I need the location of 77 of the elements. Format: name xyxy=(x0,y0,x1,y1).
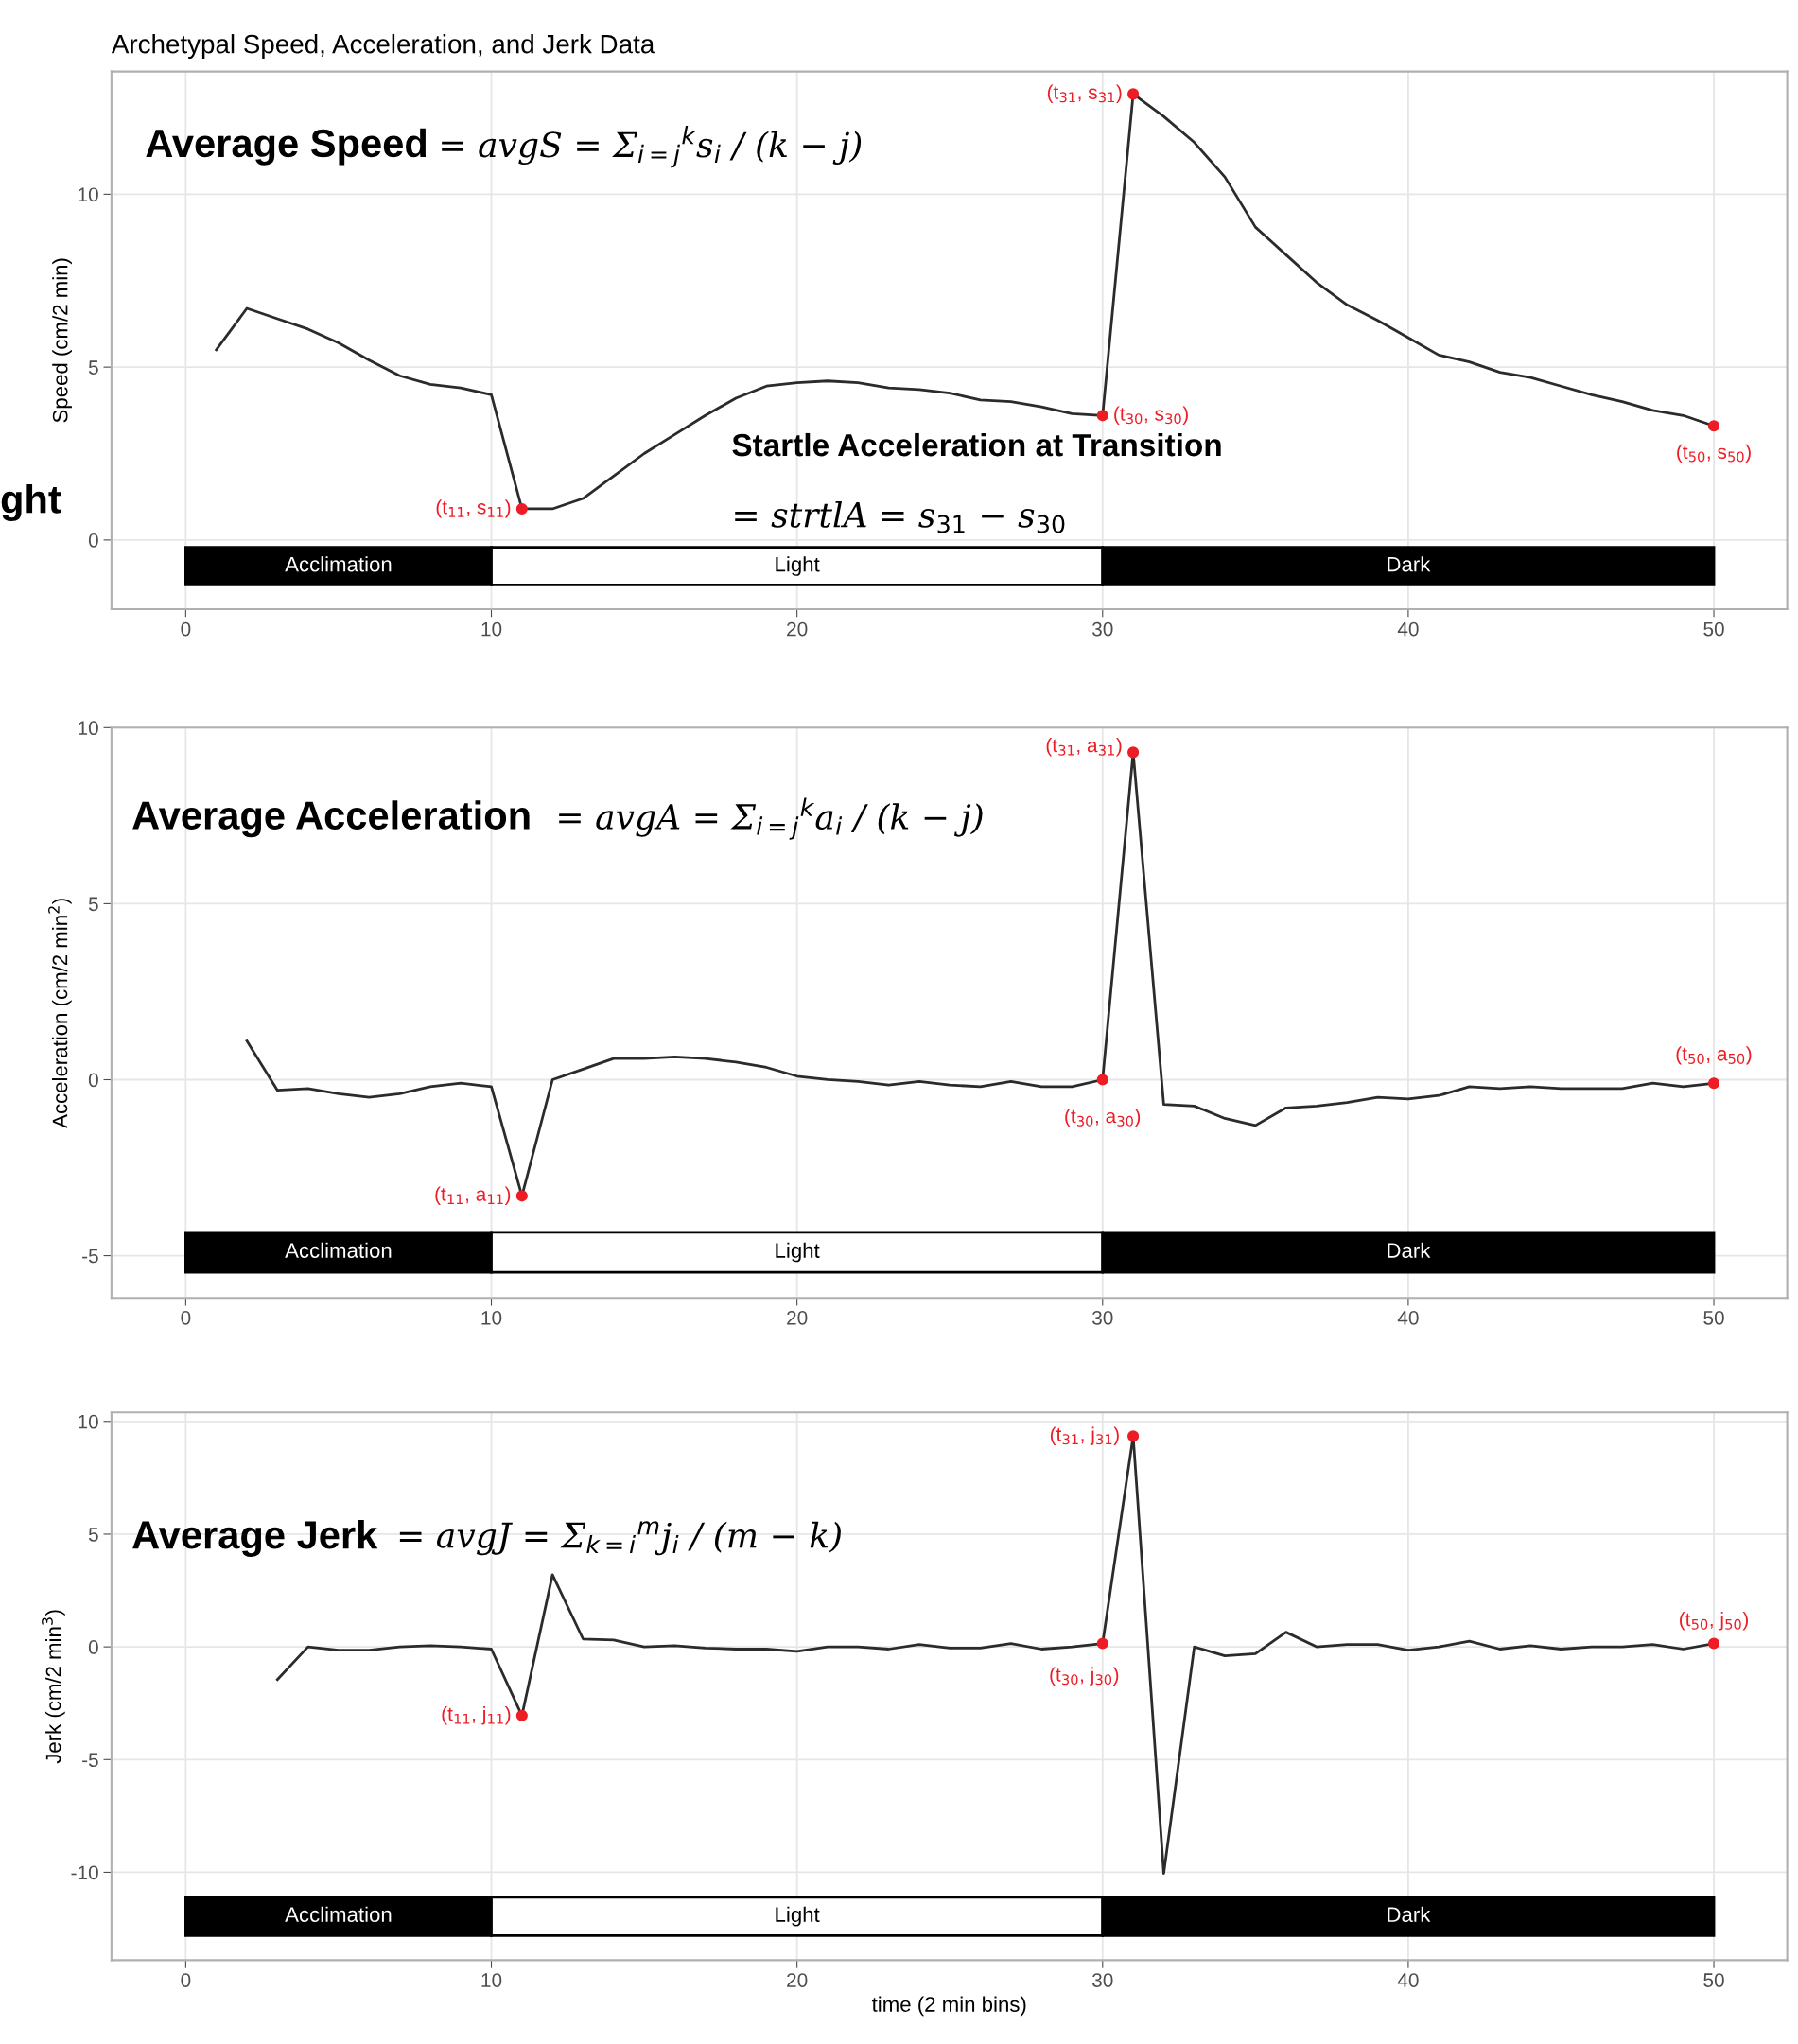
annotation: Average Speed xyxy=(146,128,427,166)
annotation: (t$_{30}$, j$_{30}$) xyxy=(1050,1667,1119,1686)
x-tick-label: 10 xyxy=(481,621,502,637)
band-label: Acclimation xyxy=(285,556,392,572)
y-tick-label: 0 xyxy=(88,533,98,548)
y-axis-title: Acceleration (cm/2 min$^{2}$) xyxy=(48,899,72,1128)
y-tick-label: 10 xyxy=(79,721,98,736)
y-tick-label: 5 xyxy=(88,897,98,912)
x-tick-label: 30 xyxy=(1091,1310,1113,1325)
point xyxy=(1707,420,1720,432)
band-label: Acclimation xyxy=(285,1906,392,1923)
y-tick-label: 0 xyxy=(88,1073,98,1088)
point xyxy=(1707,1637,1720,1650)
point xyxy=(1127,746,1140,759)
x-tick-label: 40 xyxy=(1397,1973,1419,1987)
y-tick-label: 5 xyxy=(88,1528,98,1542)
annotation: (t$_{50}$, a$_{50}$) xyxy=(1676,1046,1752,1065)
y-tick-label: 10 xyxy=(79,1414,98,1429)
annotation: = avgS = Σ$_{i=j}$$^{k}$s$_{i}$ / (k − j) xyxy=(442,125,862,168)
point xyxy=(1096,410,1108,422)
y-tick-label: -5 xyxy=(82,1249,98,1264)
annotation: (t$_{30}$, a$_{30}$) xyxy=(1065,1109,1141,1127)
band-label: Light xyxy=(776,1906,820,1927)
annotation: (t$_{30}$, s$_{30}$) xyxy=(1114,406,1188,425)
y-tick-label: -5 xyxy=(82,1753,98,1768)
x-tick-label: 30 xyxy=(1091,1973,1113,1987)
annotation: (t$_{50}$, s$_{50}$) xyxy=(1677,444,1751,463)
point xyxy=(1707,1077,1720,1090)
x-tick-label: 20 xyxy=(787,1310,808,1325)
annotation: = avgA = Σ$_{i=j}$$^{k}$a$_{i}$ / (k − j) xyxy=(559,797,983,840)
x-tick-label: 10 xyxy=(481,1973,502,1987)
point xyxy=(515,1190,528,1202)
annotation: = strtlA = s$_{31}$ − s$_{30}$ xyxy=(735,500,1065,533)
annotation: (t$_{50}$, j$_{50}$) xyxy=(1680,1612,1748,1631)
x-tick-label: 0 xyxy=(181,621,191,637)
band-label: Acclimation xyxy=(285,1242,392,1258)
x-tick-label: 40 xyxy=(1397,621,1419,637)
y-tick-label: 10 xyxy=(79,187,98,202)
x-tick-label: 20 xyxy=(787,1973,808,1987)
x-tick-label: 30 xyxy=(1091,621,1113,637)
point xyxy=(1096,1637,1108,1650)
chart-title: Archetypal Speed, Acceleration, and Jerk Data xyxy=(111,34,655,59)
x-tick-label: 50 xyxy=(1703,621,1724,637)
band-label: Dark xyxy=(1388,556,1431,572)
annotation: (t$_{31}$, a$_{31}$) xyxy=(1046,738,1122,757)
y-tick-label: 0 xyxy=(88,1640,98,1654)
annotation: (t$_{11}$, j$_{11}$) xyxy=(442,1706,511,1725)
y-axis-title: Speed (cm/2 min) xyxy=(52,258,72,423)
point xyxy=(1096,1074,1108,1086)
point xyxy=(1127,1430,1140,1442)
x-axis-title: time (2 min bins) xyxy=(871,1996,1026,2017)
x-tick-label: 20 xyxy=(787,621,808,637)
y-tick-label: -10 xyxy=(71,1865,98,1880)
x-tick-label: 10 xyxy=(481,1310,502,1325)
annotation: Average Acceleration xyxy=(132,800,530,838)
annotation: (t$_{11}$, s$_{11}$) xyxy=(436,499,511,518)
band-label: Light xyxy=(776,556,820,576)
annotation: (t$_{31}$, s$_{31}$) xyxy=(1047,84,1122,104)
y-axis-title: Jerk (cm/2 min$^{3}$) xyxy=(42,1610,65,1764)
annotation: Startle Acceleration at Transition xyxy=(732,432,1221,457)
x-tick-label: 50 xyxy=(1703,1973,1724,1987)
annotation: (t$_{31}$, j$_{31}$) xyxy=(1050,1426,1119,1445)
annotation: (t$_{11}$, a$_{11}$) xyxy=(435,1186,511,1205)
band-label: Dark xyxy=(1388,1906,1431,1923)
point xyxy=(515,502,528,515)
point xyxy=(1127,88,1140,100)
x-tick-label: 40 xyxy=(1397,1310,1419,1325)
x-tick-label: 50 xyxy=(1703,1310,1724,1325)
annotation: Average Jerk xyxy=(132,1519,378,1557)
x-tick-label: 0 xyxy=(181,1973,191,1987)
x-tick-label: 0 xyxy=(181,1310,191,1325)
band-label: Light xyxy=(776,1242,820,1263)
point xyxy=(515,1709,528,1721)
y-tick-label: 5 xyxy=(88,360,98,375)
annotation: = avgJ = Σ$_{k=i}$$^{m}$j$_{i}$ / (m − k) xyxy=(399,1521,841,1556)
text: ght xyxy=(1,484,61,522)
band-label: Dark xyxy=(1388,1242,1431,1258)
